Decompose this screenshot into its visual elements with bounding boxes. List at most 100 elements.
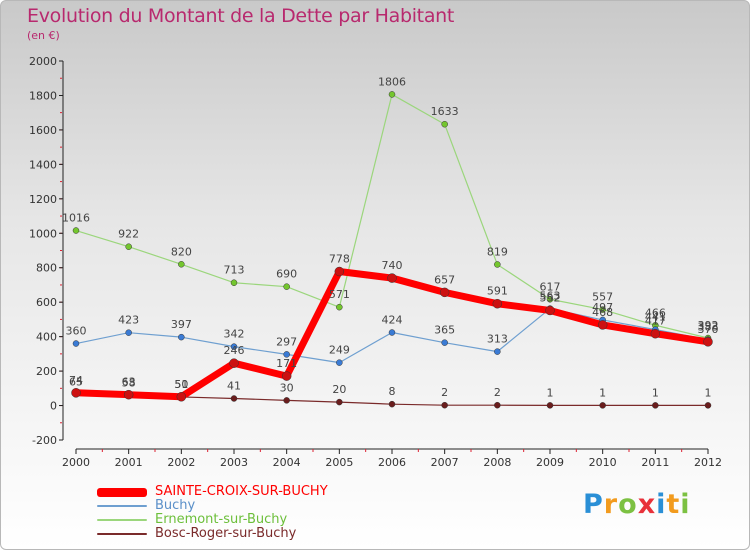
data-point xyxy=(72,227,80,234)
data-label: 922 xyxy=(118,228,139,241)
x-tick-label: 2012 xyxy=(694,456,722,469)
data-label: 313 xyxy=(487,333,508,346)
data-point xyxy=(230,343,238,350)
data-label: 342 xyxy=(224,328,245,341)
data-label: 297 xyxy=(276,335,297,348)
y-tick-label: 1800 xyxy=(29,89,57,102)
data-label: 1 xyxy=(652,386,659,399)
legend-label: Bosc-Roger-sur-Buchy xyxy=(155,526,297,541)
data-label: 370 xyxy=(698,323,719,336)
x-tick-label: 2006 xyxy=(378,456,406,469)
data-label: 1806 xyxy=(378,75,406,88)
data-point xyxy=(546,296,554,303)
legend-item: SAINTE-CROIX-SUR-BUCHY xyxy=(97,485,328,499)
data-label: 50 xyxy=(174,378,188,391)
y-tick-label: 800 xyxy=(36,262,57,275)
data-label: 778 xyxy=(329,253,350,266)
data-label: 820 xyxy=(171,245,192,258)
data-point xyxy=(125,329,132,336)
y-tick-label: 400 xyxy=(36,331,57,344)
data-label: 2 xyxy=(494,386,501,399)
data-label: 2 xyxy=(441,386,448,399)
data-point xyxy=(704,402,712,409)
data-point xyxy=(125,243,132,250)
x-tick-label: 2009 xyxy=(536,456,564,469)
x-tick-label: 2008 xyxy=(483,456,511,469)
data-label: 249 xyxy=(329,344,350,357)
data-point xyxy=(334,266,345,277)
data-point xyxy=(597,320,608,330)
data-point xyxy=(650,328,661,339)
logo-letter: t xyxy=(666,489,681,520)
data-label: 397 xyxy=(171,318,192,331)
data-label: 1633 xyxy=(431,105,459,118)
chart-subtitle: (en €) xyxy=(27,29,60,42)
logo-letter: i xyxy=(680,489,691,520)
data-label: 392 xyxy=(698,319,719,332)
data-label: 74 xyxy=(69,374,83,387)
data-point xyxy=(599,402,606,409)
data-point xyxy=(388,400,396,408)
data-point xyxy=(387,273,397,283)
x-tick-label: 2004 xyxy=(273,456,301,469)
data-point xyxy=(176,392,187,402)
legend-item: Ernemont-sur-Buchy xyxy=(97,513,328,527)
series-line xyxy=(75,93,709,339)
legend-item: Buchy xyxy=(97,499,328,513)
logo-letter: o xyxy=(618,489,638,520)
data-label: 423 xyxy=(118,314,139,327)
data-label: 657 xyxy=(434,273,455,286)
chart-axes: -200 0 200 400 600 800 1000 1200 1400 1600 1800 200… xyxy=(29,55,722,469)
data-label: 713 xyxy=(224,264,245,277)
x-tick-label: 2007 xyxy=(431,456,459,469)
y-tick-label: 2000 xyxy=(29,55,57,68)
data-point xyxy=(229,358,239,368)
data-label: 30 xyxy=(280,381,294,394)
data-point xyxy=(230,279,238,286)
y-tick-label: 1400 xyxy=(29,158,57,171)
data-label: 571 xyxy=(329,288,350,301)
data-point xyxy=(178,333,185,341)
data-point xyxy=(336,359,343,366)
data-label: 63 xyxy=(122,376,136,389)
data-point xyxy=(545,305,555,316)
data-label: 591 xyxy=(487,285,508,298)
data-label: 1016 xyxy=(62,212,90,225)
data-point xyxy=(703,337,713,347)
data-label: 1 xyxy=(547,386,554,399)
data-point xyxy=(281,371,292,381)
data-point xyxy=(72,340,80,347)
data-point xyxy=(494,348,501,355)
data-label: 468 xyxy=(592,306,613,319)
data-point xyxy=(388,329,396,336)
x-tick-label: 2005 xyxy=(325,456,353,469)
data-point xyxy=(441,401,448,409)
data-label: 171 xyxy=(276,357,297,370)
data-point xyxy=(494,401,501,409)
x-tick-label: 2010 xyxy=(589,456,617,469)
legend-swatch xyxy=(97,505,147,507)
data-point xyxy=(336,303,343,311)
data-label: 383 xyxy=(698,321,719,334)
y-tick-label: 1200 xyxy=(29,193,57,206)
data-label: 740 xyxy=(382,259,403,272)
data-label: 365 xyxy=(434,324,455,337)
data-label: 424 xyxy=(382,314,403,327)
x-tick-label: 2002 xyxy=(167,456,195,469)
data-point xyxy=(71,388,81,398)
x-tick-label: 2000 xyxy=(62,456,90,469)
legend-label: SAINTE-CROIX-SUR-BUCHY xyxy=(155,484,328,499)
data-point xyxy=(652,402,659,409)
data-label: 246 xyxy=(224,344,245,357)
data-point xyxy=(441,120,448,128)
data-label: 441 xyxy=(645,311,666,324)
legend-swatch xyxy=(97,519,147,521)
data-point xyxy=(336,398,343,406)
data-label: 417 xyxy=(645,315,666,328)
data-label: 557 xyxy=(592,291,613,304)
chart-legend: SAINTE-CROIX-SUR-BUCHY Buchy Ernemont-su… xyxy=(97,485,328,541)
data-label: 819 xyxy=(487,245,508,258)
legend-label: Buchy xyxy=(155,498,196,513)
